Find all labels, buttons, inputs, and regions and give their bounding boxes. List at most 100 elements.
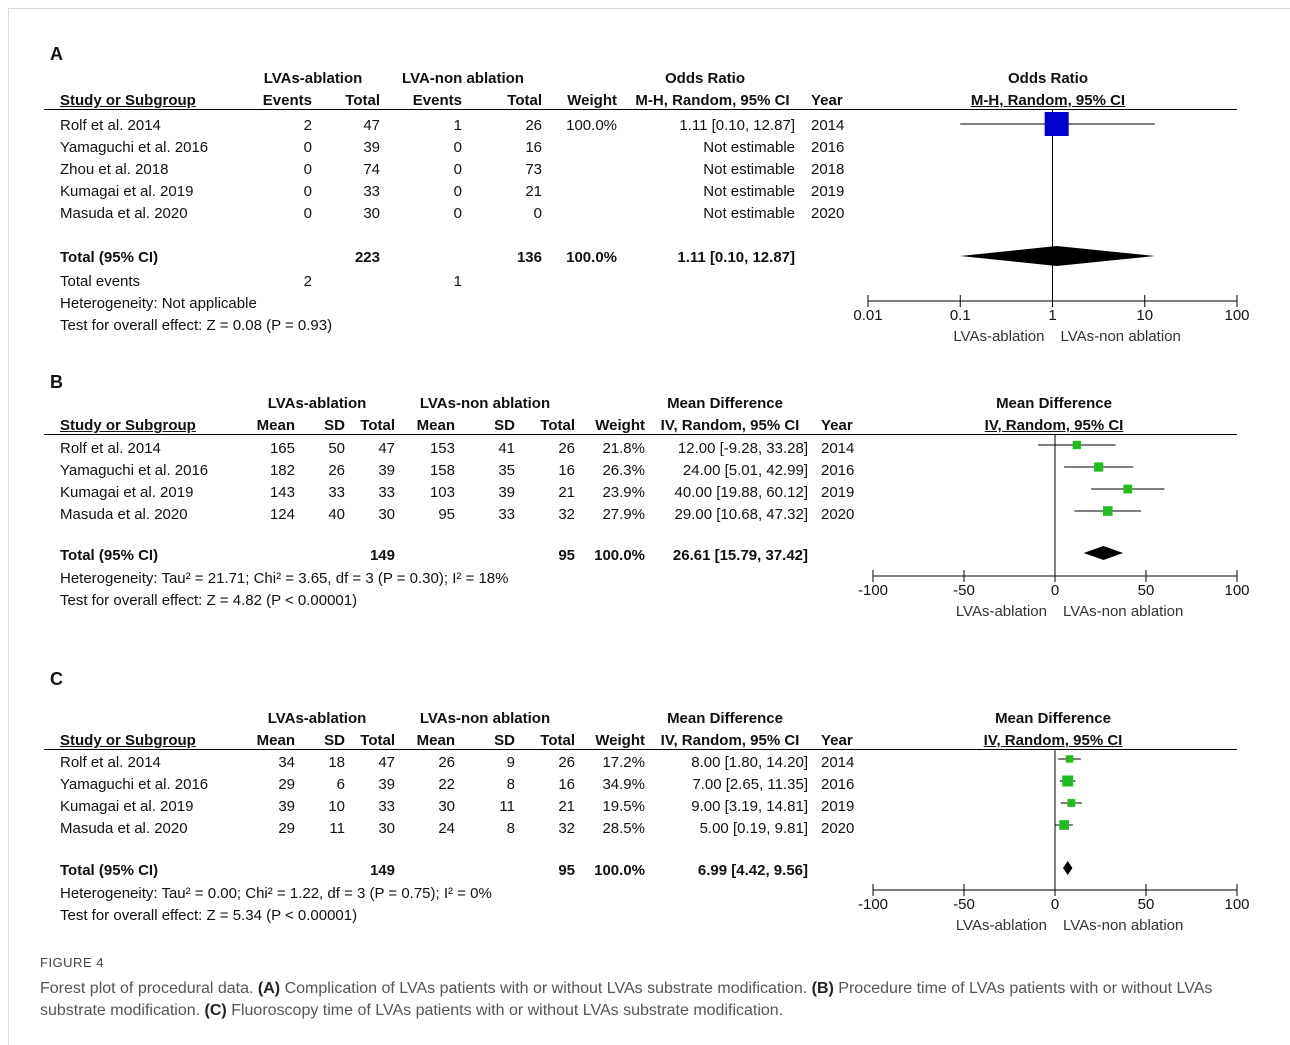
ci-cell: 40.00 [19.88, 60.12] xyxy=(674,484,808,501)
group2-header: LVAs-non ablation xyxy=(419,710,551,727)
weight-cell: 23.9% xyxy=(602,484,645,501)
events2-cell: 0 xyxy=(453,205,462,222)
year-cell: 2014 xyxy=(821,754,855,771)
total1-sum: 149 xyxy=(369,547,395,564)
study-name: Zhou et al. 2018 xyxy=(60,161,169,178)
events2-column-header: Events xyxy=(412,92,462,109)
sd1-cell: 26 xyxy=(328,462,345,479)
weight-cell: 100.0% xyxy=(566,117,617,134)
study-effect-square xyxy=(1059,820,1069,830)
year-cell: 2019 xyxy=(811,183,845,200)
total2-cell: 26 xyxy=(525,117,542,134)
figure-label: FIGURE 4 xyxy=(40,955,104,970)
caption-text-a: Complication of LVAs patients with or wi… xyxy=(280,980,812,997)
total-label: Total (95% CI) xyxy=(60,862,159,879)
caption-text-c: Fluoroscopy time of LVAs patients with o… xyxy=(226,1002,784,1019)
sd1-cell: 50 xyxy=(328,440,345,457)
x-axis-tick-label: 0.01 xyxy=(853,307,882,324)
panel-label: B xyxy=(50,372,63,392)
header-rule xyxy=(44,434,1237,435)
mean1-column-header: Mean xyxy=(256,732,295,749)
overall-effect-text: Test for overall effect: Z = 4.82 (P < 0… xyxy=(60,592,358,609)
mean1-cell: 29 xyxy=(278,776,295,793)
plot-effect-title: Mean Difference xyxy=(996,395,1112,412)
sd1-cell: 10 xyxy=(328,798,345,815)
total2-cell: 16 xyxy=(525,139,542,156)
sd2-cell: 39 xyxy=(498,484,515,501)
effect-title-header: Mean Difference xyxy=(667,710,783,727)
x-axis-tick-label: 10 xyxy=(1136,307,1153,324)
events1-cell: 2 xyxy=(303,117,312,134)
study-column-header: Study or Subgroup xyxy=(60,417,196,434)
sd2-cell: 33 xyxy=(498,506,515,523)
study-effect-square xyxy=(1065,755,1074,763)
forest-plot-graphic: -100 -50 0 50 100 LVAs-ablation LVAs-non ablat… xyxy=(858,435,1250,620)
study-name: Rolf et al. 2014 xyxy=(60,440,161,457)
x-axis-tick-label: 0 xyxy=(1051,896,1059,913)
caption-tag-a: (A) xyxy=(257,980,281,997)
forest-plot-panel-b: B LVAs-ablation LVAs-non ablation Mean D… xyxy=(30,368,1260,668)
total2-cell: 16 xyxy=(558,776,575,793)
weight-column-header: Weight xyxy=(595,417,645,434)
ci-cell: 1.11 [0.10, 12.87] xyxy=(679,117,795,134)
group1-header: LVAs-ablation xyxy=(263,70,363,87)
total1-column-header: Total xyxy=(360,417,395,434)
weight-cell: 27.9% xyxy=(602,506,645,523)
sd1-cell: 6 xyxy=(336,776,345,793)
plot-method-header: IV, Random, 95% CI xyxy=(984,417,1124,434)
header-rule xyxy=(44,749,1237,750)
total2-cell: 32 xyxy=(558,506,575,523)
events1-cell: 0 xyxy=(303,205,312,222)
total1-cell: 47 xyxy=(378,754,395,771)
x-axis-tick-label: 50 xyxy=(1138,582,1155,599)
group1-header: LVAs-ablation xyxy=(267,395,367,412)
mean2-cell: 95 xyxy=(438,506,455,523)
total2-column-header: Total xyxy=(507,92,542,109)
year-cell: 2019 xyxy=(821,798,855,815)
total2-sum: 95 xyxy=(558,862,575,879)
year-cell: 2016 xyxy=(821,462,855,479)
study-column-header: Study or Subgroup xyxy=(60,732,196,749)
x-axis-tick-label: 100 xyxy=(1224,307,1249,324)
study-effect-square xyxy=(1062,775,1074,787)
x-axis-tick-label: 50 xyxy=(1138,896,1155,913)
mean1-cell: 165 xyxy=(269,440,295,457)
year-cell: 2016 xyxy=(811,139,845,156)
mean1-cell: 34 xyxy=(278,754,295,771)
panel-label: A xyxy=(50,44,63,64)
total1-cell: 74 xyxy=(363,161,380,178)
ci-cell: 5.00 [0.19, 9.81] xyxy=(699,820,808,837)
year-cell: 2020 xyxy=(811,205,845,222)
total1-cell: 39 xyxy=(363,139,380,156)
x-axis-tick-label: -50 xyxy=(953,582,975,599)
caption-tag-b: (B) xyxy=(811,980,834,997)
total1-cell: 33 xyxy=(363,183,380,200)
sd1-cell: 40 xyxy=(328,506,345,523)
study-name: Rolf et al. 2014 xyxy=(60,754,161,771)
x-axis-tick-label: 1 xyxy=(1048,307,1056,324)
total2-cell: 26 xyxy=(558,754,575,771)
events2-cell: 0 xyxy=(453,139,462,156)
favours-left-label: LVAs-ablation xyxy=(956,917,1047,934)
total2-cell: 21 xyxy=(558,798,575,815)
mean1-cell: 124 xyxy=(269,506,295,523)
sd2-column-header: SD xyxy=(494,732,515,749)
favours-right-label: LVAs-non ablation xyxy=(1063,603,1183,620)
caption-text-b: Procedure time of LVAs patients with or … xyxy=(40,980,1213,1019)
sd2-cell: 11 xyxy=(499,798,515,815)
figure-border-top xyxy=(8,8,1290,9)
ci-column-header: IV, Random, 95% CI xyxy=(660,417,800,434)
sd1-cell: 33 xyxy=(328,484,345,501)
total2-sum: 95 xyxy=(558,547,575,564)
group1-header: LVAs-ablation xyxy=(267,710,367,727)
sd1-cell: 11 xyxy=(329,820,345,837)
mean1-column-header: Mean xyxy=(256,417,295,434)
heterogeneity-text: Heterogeneity: Tau² = 0.00; Chi² = 1.22,… xyxy=(60,885,492,902)
year-cell: 2016 xyxy=(821,776,855,793)
study-name: Yamaguchi et al. 2016 xyxy=(60,776,209,793)
total2-column-header: Total xyxy=(540,732,575,749)
favours-left-label: LVAs-ablation xyxy=(953,328,1044,345)
total-weight: 100.0% xyxy=(566,249,617,266)
study-name: Rolf et al. 2014 xyxy=(60,117,161,134)
heterogeneity-text: Heterogeneity: Tau² = 21.71; Chi² = 3.65… xyxy=(60,570,509,587)
